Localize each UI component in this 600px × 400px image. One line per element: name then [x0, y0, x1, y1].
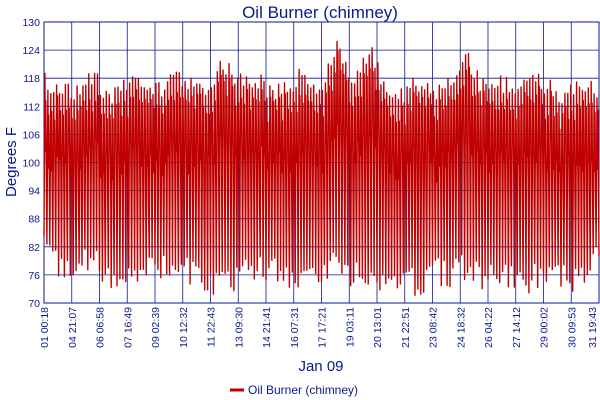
y-tick-label: 82 — [28, 242, 40, 254]
x-tick-labels: 01 00:18 04 21:07 06 06:58 07 16:49 09 02:39… — [39, 307, 599, 348]
x-tick-label: 31 19:43 — [587, 307, 599, 348]
series-oil-burner — [43, 40, 600, 296]
x-tick-label: 14 21:41 — [261, 307, 273, 348]
x-tick-label: 13 09:30 — [233, 307, 245, 348]
x-tick-label: 21 22:51 — [400, 307, 412, 348]
legend: Oil Burner (chimney) — [230, 383, 358, 397]
y-tick-label: 106 — [22, 129, 40, 141]
x-tick-label: 24 18:32 — [455, 307, 467, 348]
x-tick-label: 04 21:07 — [67, 307, 79, 348]
x-tick-label: 01 00:18 — [39, 307, 51, 348]
x-axis-label: Jan 09 — [298, 358, 343, 375]
x-tick-label: 09 02:39 — [150, 307, 162, 348]
x-tick-label: 29 00:02 — [539, 307, 551, 348]
x-tick-label: 20 13:01 — [372, 307, 384, 348]
y-tick-label: 130 — [22, 17, 40, 29]
y-tick-labels: 70 76 82 88 94 100 106 112 118 124 130 — [22, 17, 40, 310]
y-tick-label: 112 — [23, 101, 40, 113]
x-tick-label: 27 14:12 — [511, 307, 523, 348]
chart-title: Oil Burner (chimney) — [242, 3, 398, 22]
x-tick-label: 26 04:22 — [483, 307, 495, 348]
x-tick-label: 30 09:53 — [566, 307, 578, 348]
y-tick-label: 100 — [22, 158, 40, 170]
x-tick-label: 11 22:43 — [206, 307, 218, 347]
y-tick-label: 94 — [28, 186, 40, 198]
x-tick-label: 16 07:31 — [289, 307, 301, 348]
series-line — [43, 40, 600, 296]
x-tick-label: 23 08:42 — [428, 307, 440, 348]
y-tick-label: 118 — [23, 73, 40, 85]
x-tick-label: 07 16:49 — [122, 307, 134, 348]
legend-label: Oil Burner (chimney) — [248, 383, 358, 397]
x-tick-label: 06 06:58 — [95, 307, 107, 348]
y-tick-label: 88 — [28, 214, 40, 226]
y-tick-label: 76 — [28, 270, 40, 282]
x-tick-label: 10 12:32 — [178, 307, 190, 348]
x-tick-label: 19 03:11 — [344, 307, 356, 347]
y-tick-label: 70 — [28, 298, 40, 310]
x-tick-label: 17 17:21 — [317, 307, 329, 348]
y-axis-label: Degrees F — [3, 127, 20, 197]
y-tick-label: 124 — [22, 45, 40, 57]
